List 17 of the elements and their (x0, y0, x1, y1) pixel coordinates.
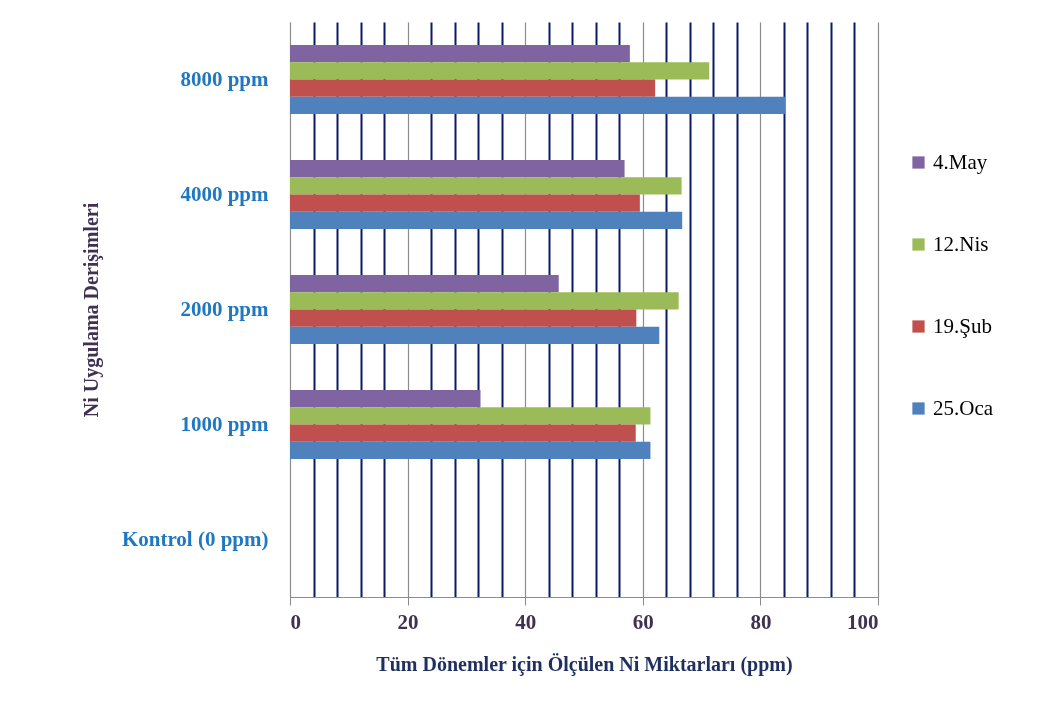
x-axis-title: Tüm Dönemler için Ölçülen Ni Miktarları (ppm) (376, 652, 793, 676)
x-tick-label: 100 (847, 609, 879, 634)
y-tick-label: Kontrol (0 ppm) (121, 526, 269, 551)
y-tick-label: 2000 ppm (180, 296, 269, 321)
legend-label: 12.Nis (933, 231, 989, 256)
x-tick-label: 20 (397, 609, 419, 634)
x-tick-label: 0 (290, 609, 301, 634)
legend-label: 19.Şub (933, 313, 992, 338)
x-tick-label: 60 (632, 609, 654, 634)
y-tick-label: 4000 ppm (180, 181, 269, 206)
y-axis-title: Ni Uygulama Derişimleri (79, 202, 103, 418)
x-tick-label: 40 (515, 609, 537, 634)
legend-label: 4.May (933, 149, 988, 174)
y-tick-label: 8000 ppm (180, 66, 269, 91)
legend-label: 25.Oca (933, 395, 994, 420)
x-tick-label: 80 (750, 609, 772, 634)
y-tick-label: 1000 ppm (180, 411, 269, 436)
